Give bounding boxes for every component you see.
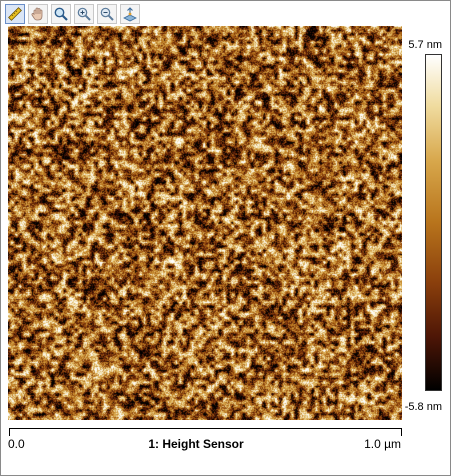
zoom-out-icon [100, 7, 114, 21]
colorbar [425, 54, 442, 391]
magnifier-icon [54, 7, 68, 21]
colorbar-max-label: 5.7 nm [408, 39, 442, 51]
x-scale-bar [9, 428, 402, 436]
height-map-canvas[interactable] [8, 26, 402, 420]
zoom-in-icon [77, 7, 91, 21]
ruler-icon [8, 7, 22, 21]
toolbar [5, 4, 140, 24]
hand-icon [31, 7, 43, 21]
zoom-out-tool-button[interactable] [97, 4, 117, 24]
zoom-in-tool-button[interactable] [74, 4, 94, 24]
pan-tool-button[interactable] [28, 4, 48, 24]
height-image[interactable] [8, 26, 402, 420]
ruler-tool-button[interactable] [5, 4, 25, 24]
x-axis-min-label: 0.0 [8, 437, 25, 451]
3d-view-tool-button[interactable] [120, 4, 140, 24]
magnify-tool-button[interactable] [51, 4, 71, 24]
3d-view-icon [123, 7, 137, 22]
colorbar-min-label: -5.8 nm [404, 401, 442, 413]
x-axis-max-label: 1.0 µm [364, 437, 401, 451]
channel-label: 1: Height Sensor [148, 437, 244, 451]
